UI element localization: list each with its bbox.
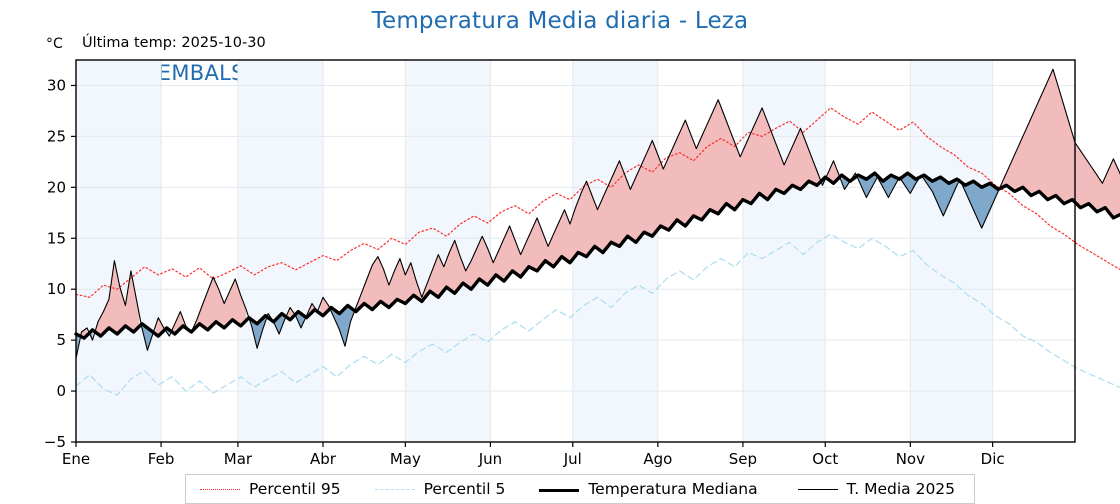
legend-item-temperatura-mediana[interactable]: Temperatura Mediana: [505, 480, 758, 498]
svg-text:Mar: Mar: [224, 450, 253, 468]
anomaly-fill-areas: [76, 69, 1120, 359]
svg-text:25: 25: [47, 127, 66, 145]
legend-item-label: Temperatura Mediana: [588, 480, 758, 498]
svg-text:10: 10: [47, 280, 66, 298]
axes-frame: [71, 59, 1076, 447]
svg-text:Abr: Abr: [310, 450, 337, 468]
svg-text:Ene: Ene: [62, 450, 90, 468]
legend-item-label: Percentil 95: [249, 480, 341, 498]
legend-item-percentil-95[interactable]: Percentil 95: [186, 480, 341, 498]
svg-text:−5: −5: [44, 433, 66, 451]
series-lines: [74, 68, 1120, 396]
svg-text:Feb: Feb: [148, 450, 175, 468]
svg-text:5: 5: [56, 331, 66, 349]
legend-item-t-media-2025[interactable]: T. Media 2025: [758, 480, 955, 498]
svg-text:Jul: Jul: [563, 450, 582, 468]
svg-text:Oct: Oct: [812, 450, 838, 468]
x-axis-tick-labels: Ene Feb Mar Abr May Jun Jul Ago Sep Oct Nov Dic: [62, 450, 1005, 468]
y-axis-tick-labels: −5 0 5 10 15 20 25 30: [44, 76, 66, 451]
svg-text:May: May: [390, 450, 421, 468]
svg-text:Nov: Nov: [896, 450, 925, 468]
last-temperature-subtitle: Última temp: 2025-10-30: [82, 35, 266, 51]
svg-text:Dic: Dic: [981, 450, 1005, 468]
svg-text:0: 0: [56, 382, 66, 400]
svg-text:Ago: Ago: [643, 450, 672, 468]
legend-item-label: Percentil 5: [423, 480, 506, 498]
month-background-bands: [76, 60, 993, 442]
svg-text:15: 15: [47, 229, 66, 247]
svg-text:30: 30: [47, 76, 66, 94]
chart-legend[interactable]: Percentil 95 Percentil 5 Temperatura Media…: [185, 474, 975, 504]
svg-text:20: 20: [47, 178, 66, 196]
chart-title: Temperatura Media diaria - Leza: [371, 8, 749, 34]
line-dashed-blue-icon: [374, 482, 415, 496]
line-thin-black-icon: [797, 482, 838, 496]
svg-text:Jun: Jun: [478, 450, 502, 468]
legend-item-percentil-5[interactable]: Percentil 5: [341, 480, 506, 498]
y-axis-unit-label: °C: [46, 36, 63, 52]
svg-text:Sep: Sep: [729, 450, 757, 468]
legend-item-label: T. Media 2025: [846, 480, 956, 498]
line-thick-black-icon: [539, 482, 580, 496]
gridlines: [75, 60, 1075, 443]
line-dotted-red-icon: [200, 482, 240, 496]
